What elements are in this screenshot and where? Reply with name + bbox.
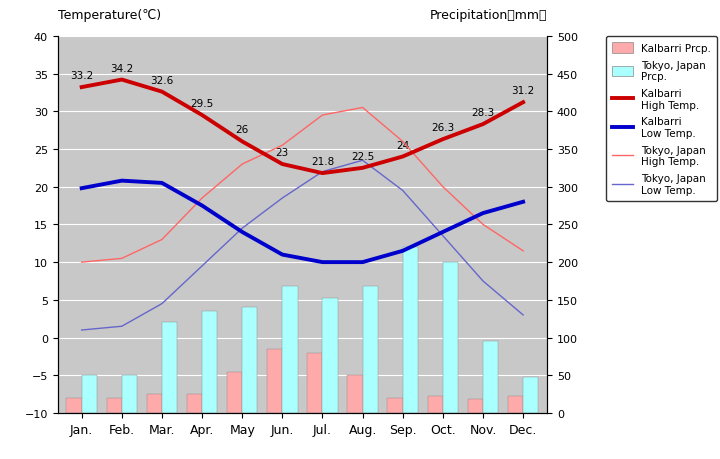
Bar xyxy=(307,353,323,413)
Bar xyxy=(282,286,297,413)
Bar xyxy=(363,286,378,413)
Bar xyxy=(323,299,338,413)
Text: Precipitation（mm）: Precipitation（mm） xyxy=(430,9,547,22)
Bar xyxy=(387,398,402,413)
Text: 28.3: 28.3 xyxy=(472,108,495,118)
Text: 29.5: 29.5 xyxy=(191,99,214,109)
Bar xyxy=(147,394,162,413)
Text: 24: 24 xyxy=(396,140,410,150)
Bar xyxy=(428,397,443,413)
Text: 23: 23 xyxy=(276,148,289,158)
Text: 32.6: 32.6 xyxy=(150,76,174,85)
Bar xyxy=(468,399,483,413)
Text: 31.2: 31.2 xyxy=(511,86,535,96)
Bar xyxy=(443,263,458,413)
Bar xyxy=(66,398,81,413)
Bar xyxy=(162,323,177,413)
Text: 33.2: 33.2 xyxy=(70,71,94,81)
Text: 21.8: 21.8 xyxy=(311,157,334,167)
Legend: Kalbarri Prcp., Tokyo, Japan
Prcp., Kalbarri
High Temp., Kalbarri
Low Temp., Tok: Kalbarri Prcp., Tokyo, Japan Prcp., Kalb… xyxy=(606,37,718,202)
Text: 34.2: 34.2 xyxy=(110,63,133,73)
Text: Temperature(℃): Temperature(℃) xyxy=(58,9,161,22)
Text: 26.3: 26.3 xyxy=(431,123,454,133)
Bar xyxy=(347,375,363,413)
Bar xyxy=(523,377,539,413)
Bar xyxy=(186,394,202,413)
Bar xyxy=(122,375,137,413)
Bar xyxy=(242,308,258,413)
Text: 26: 26 xyxy=(235,125,249,135)
Text: 22.5: 22.5 xyxy=(351,151,374,162)
Bar xyxy=(483,341,498,413)
Bar xyxy=(81,375,97,413)
Bar xyxy=(267,349,282,413)
Bar xyxy=(202,312,217,413)
Bar xyxy=(227,372,242,413)
Bar xyxy=(402,247,418,413)
Bar xyxy=(107,398,122,413)
Bar xyxy=(508,397,523,413)
